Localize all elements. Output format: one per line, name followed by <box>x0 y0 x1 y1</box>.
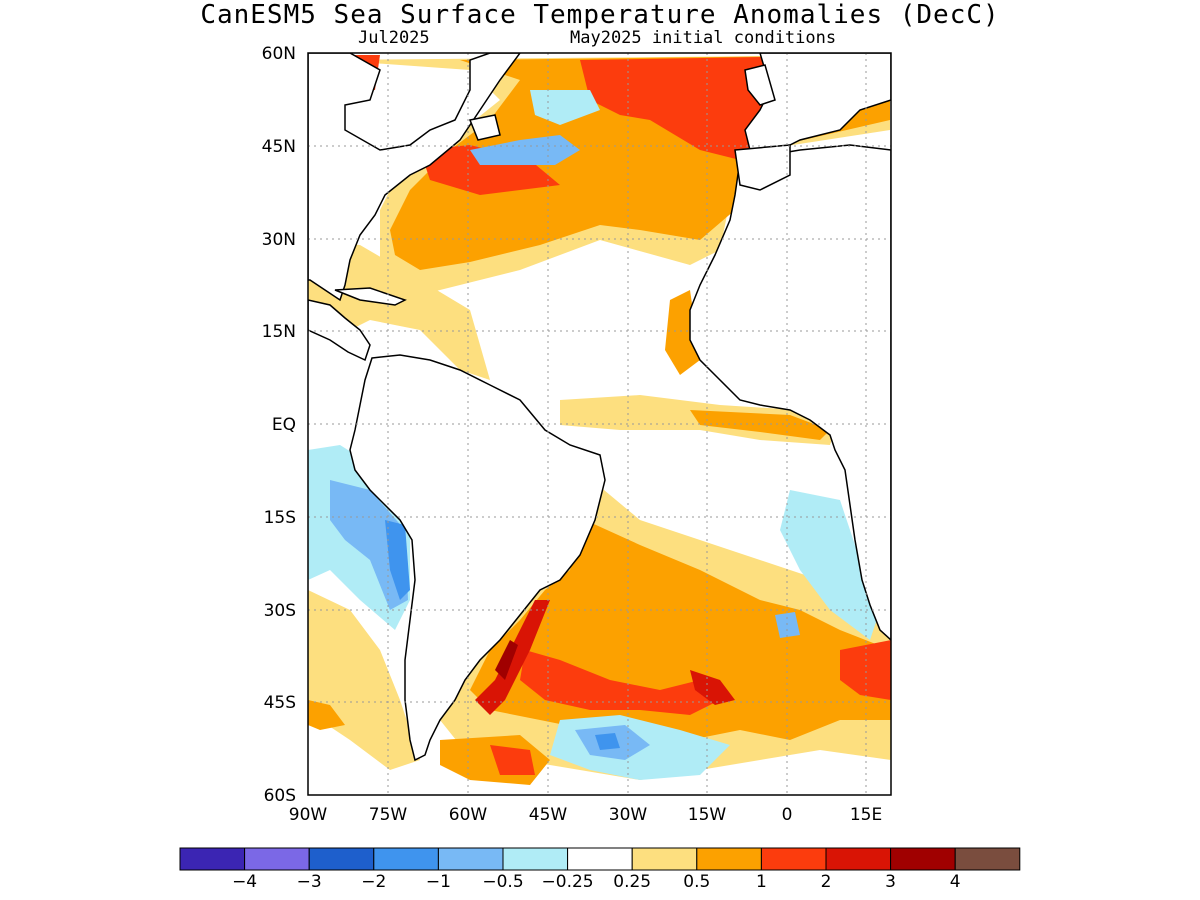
lon-label-45w: 45W <box>528 805 568 825</box>
south-america-land <box>349 354 606 762</box>
lon-label-0: 0 <box>781 805 793 825</box>
lon-label-30w: 30W <box>608 805 648 825</box>
british-isles-land <box>744 64 776 106</box>
peru-coast-blue-region <box>385 520 410 600</box>
colorbar-tick-label: −1 <box>425 872 451 892</box>
iberia-land <box>734 144 791 191</box>
brazil-current-dark-region <box>495 640 518 680</box>
colorbar-tick-label: −3 <box>296 872 322 892</box>
africa-land <box>689 144 891 642</box>
gulf-stream-red-region <box>420 145 560 195</box>
lat-label-45s: 45S <box>263 693 296 713</box>
lat-label-30n: 30N <box>261 230 296 250</box>
lat-label-60s: 60S <box>263 786 296 806</box>
lat-label-30s: 30S <box>263 601 296 621</box>
colorbar-tick-label: −0.25 <box>541 872 594 892</box>
colorbar-swatch <box>373 847 439 871</box>
gridlines <box>308 53 891 795</box>
colorbar-swatch <box>825 847 892 871</box>
colorbar-swatch <box>308 847 375 871</box>
colorbar-swatch <box>502 847 569 871</box>
colorbar-tick-label: −0.5 <box>482 872 524 892</box>
south-africa-red-region <box>840 640 891 700</box>
lat-label-45n: 45N <box>261 137 296 157</box>
se-atlantic-cool-region <box>780 490 880 640</box>
colorbar-tick-label: 1 <box>755 872 767 892</box>
n-atlantic-cool-region <box>470 135 580 165</box>
colorbar-swatch <box>890 847 956 871</box>
lon-label-90w: 90W <box>288 805 328 825</box>
map-frame <box>307 52 892 796</box>
colorbar <box>179 847 1021 871</box>
lat-label-60n: 60N <box>261 44 296 64</box>
s-pacific-orange-region <box>308 700 345 730</box>
s-atlantic-deep-red-spot <box>690 670 735 705</box>
valid-month-label: Jul2025 <box>358 28 430 48</box>
colorbar-tick-label: −4 <box>232 872 258 892</box>
colorbar-tick-label: 3 <box>885 872 896 892</box>
s-pacific-blue-region <box>330 480 408 610</box>
central-america-land <box>308 299 371 362</box>
lat-label-15n: 15N <box>261 322 296 342</box>
colorbar-tick-label: 4 <box>949 872 961 892</box>
caribbean-yellow-region <box>308 240 490 380</box>
colorbar-swatch <box>760 847 827 871</box>
map-title: CanESM5 Sea Surface Temperature Anomalie… <box>200 0 1000 30</box>
colorbar-tick-label: 0.25 <box>613 872 652 892</box>
lat-label-eq: EQ <box>271 415 296 435</box>
equatorial-orange-band <box>690 410 830 440</box>
colorbar-swatch <box>954 847 1021 871</box>
colorbar-swatch <box>437 847 504 871</box>
lat-label-15s: 15S <box>263 508 296 528</box>
colorbar-tick-label: 2 <box>820 872 832 892</box>
colorbar-swatch <box>567 847 633 871</box>
lon-label-15w: 15W <box>687 805 727 825</box>
s-atlantic-deep-blue-spot <box>595 733 620 750</box>
colorbar-swatch <box>631 847 698 871</box>
colorbar-tick-label: −2 <box>361 872 387 892</box>
s-atlantic-red-region <box>520 650 720 715</box>
colorbar-swatch <box>696 847 762 871</box>
falklands-red-region <box>490 745 535 775</box>
lon-label-15e: 15E <box>849 805 883 825</box>
lon-label-60w: 60W <box>448 805 488 825</box>
n-atlantic-cool-light-region <box>530 90 600 125</box>
colorbar-swatch <box>179 847 246 871</box>
lon-label-75w: 75W <box>368 805 408 825</box>
colorbar-swatch <box>244 847 310 871</box>
initial-conditions-label: May2025 initial conditions <box>570 28 837 48</box>
newfoundland-land <box>468 114 501 141</box>
colorbar-tick-label: 0.5 <box>683 872 711 892</box>
